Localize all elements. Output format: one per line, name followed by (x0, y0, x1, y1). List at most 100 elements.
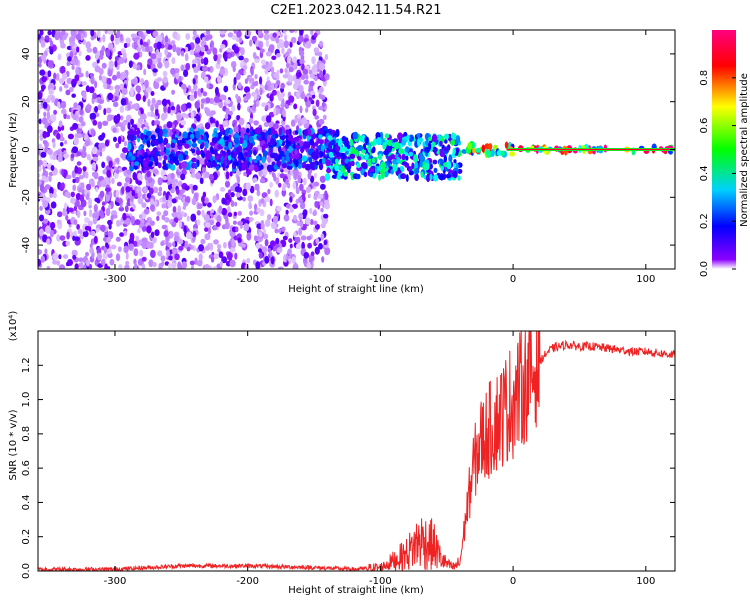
heatmap-cell (61, 169, 65, 176)
heatmap-cell (313, 47, 320, 53)
heatmap-cell (206, 161, 212, 169)
heatmap-cell (444, 147, 449, 152)
heatmap-cell (157, 177, 163, 186)
heatmap-cell (110, 34, 115, 42)
heatmap-cell (44, 225, 52, 234)
heatmap-cell (98, 99, 104, 104)
heatmap-cell (48, 174, 52, 183)
heatmap-cell (235, 192, 241, 198)
heatmap-cell (266, 214, 272, 221)
heatmap-cell (94, 80, 98, 89)
heatmap-cell (201, 71, 206, 79)
heatmap-cell (150, 156, 154, 162)
heatmap-cell (90, 76, 95, 85)
heatmap-carrier-line (506, 148, 675, 151)
heatmap-cell (147, 161, 153, 168)
heatmap-cell (330, 139, 336, 146)
heatmap-cell (136, 122, 142, 129)
heatmap-cell (122, 52, 127, 60)
heatmap-cell (230, 151, 235, 159)
heatmap-cell (224, 114, 229, 120)
heatmap-cell (317, 194, 324, 199)
heatmap-cell (168, 255, 173, 261)
heatmap-cell (318, 105, 324, 111)
heatmap-cell (209, 242, 214, 251)
heatmap-cell (75, 33, 82, 41)
heatmap-cell (66, 77, 73, 85)
heatmap-cell (72, 235, 76, 242)
heatmap-cell (429, 173, 433, 181)
heatmap-cell (76, 127, 83, 135)
heatmap-cell (292, 56, 298, 64)
heatmap-cell (164, 35, 169, 43)
heatmap-cell (246, 143, 251, 151)
heatmap-cell (186, 215, 190, 222)
heatmap-cell (192, 230, 197, 238)
heatmap-cell (312, 93, 316, 99)
heatmap-cell (191, 148, 196, 154)
heatmap-cell (284, 67, 288, 74)
heatmap-cell (210, 256, 215, 263)
heatmap-cell (89, 211, 92, 218)
heatmap-cell (313, 172, 317, 179)
heatmap-cell (295, 160, 299, 166)
heatmap-cell (278, 228, 282, 234)
heatmap-cell (240, 131, 244, 138)
heatmap-cell (71, 65, 75, 70)
heatmap-cell (237, 237, 242, 243)
heatmap-cell (40, 255, 46, 263)
heatmap-cell (313, 75, 318, 82)
heatmap-cell (76, 133, 83, 139)
heatmap-cell (314, 115, 320, 120)
heatmap-cell (170, 188, 175, 194)
heatmap-cell (90, 30, 95, 37)
heatmap-cell (319, 127, 324, 135)
heatmap-cell (181, 83, 187, 90)
heatmap-cell (217, 75, 222, 84)
heatmap-cell (56, 219, 62, 225)
heatmap-cell (203, 57, 209, 66)
heatmap-cell (220, 44, 226, 50)
heatmap-cell (66, 231, 70, 240)
heatmap-cell (115, 236, 121, 242)
heatmap-cell (150, 91, 155, 96)
heatmap-cell (103, 108, 107, 116)
heatmap-cell (107, 219, 113, 226)
heatmap-cell (264, 196, 270, 203)
heatmap-cell (94, 65, 101, 73)
heatmap-cell (195, 172, 202, 180)
heatmap-cell (180, 50, 185, 57)
heatmap-cell (267, 247, 271, 253)
heatmap-cell (461, 149, 468, 154)
heatmap-cell (72, 122, 79, 130)
heatmap-cell (170, 164, 176, 171)
heatmap-cell (133, 248, 139, 257)
heatmap-cell (404, 146, 410, 153)
heatmap-cell (41, 53, 46, 59)
heatmap-cell (97, 121, 103, 130)
heatmap-cell (159, 151, 166, 156)
heatmap-cell (320, 207, 324, 213)
heatmap-cell (245, 182, 251, 191)
heatmap-cell (261, 64, 268, 70)
heatmap-cell (177, 261, 182, 269)
heatmap-cell (288, 95, 295, 103)
heatmap-cell (114, 56, 119, 61)
heatmap-cell (156, 211, 162, 216)
heatmap-cell (259, 178, 266, 184)
heatmap-cell (150, 111, 155, 118)
heatmap-cell (259, 87, 263, 96)
heatmap-cell (254, 183, 258, 191)
heatmap-cell (115, 253, 121, 262)
heatmap-cell (120, 115, 124, 121)
heatmap-cell (283, 214, 290, 222)
heatmap-cell (467, 142, 472, 150)
heatmap-cell (40, 39, 46, 48)
heatmap-cell (119, 105, 125, 113)
heatmap-cell (324, 54, 329, 60)
heatmap-cell (131, 155, 136, 161)
heatmap-cell (191, 264, 194, 269)
heatmap-cell (162, 70, 168, 77)
heatmap-cell (147, 176, 153, 184)
heatmap-cell (165, 144, 171, 149)
